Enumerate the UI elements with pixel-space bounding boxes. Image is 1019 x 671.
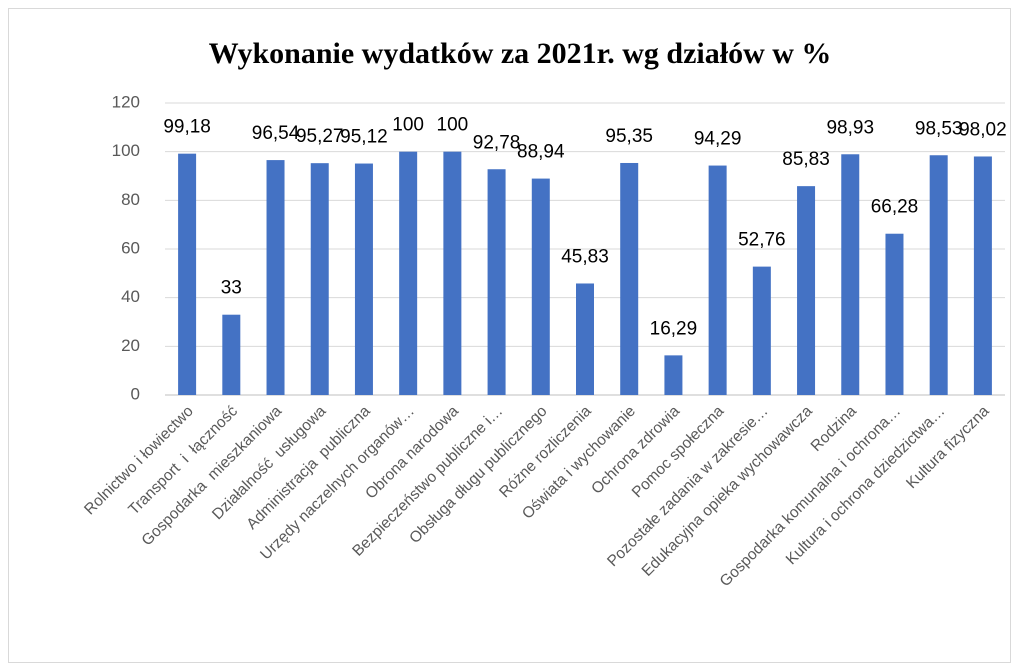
- chart-border: [8, 8, 1011, 663]
- y-tick-label: 120: [112, 92, 140, 111]
- value-label: 88,94: [517, 142, 565, 163]
- bar: [354, 163, 373, 395]
- bar: [399, 151, 418, 395]
- value-label: 92,78: [473, 132, 521, 153]
- value-label: 52,76: [738, 230, 786, 251]
- value-label: 45,83: [561, 246, 609, 267]
- value-label: 95,27: [296, 126, 344, 147]
- bar: [310, 163, 329, 395]
- bar: [973, 156, 992, 395]
- bar: [797, 186, 816, 395]
- bar: [664, 355, 683, 395]
- bar: [929, 155, 948, 395]
- bar: [222, 314, 241, 395]
- bar: [178, 153, 197, 395]
- value-label: 85,83: [782, 149, 830, 170]
- value-label: 98,93: [826, 117, 874, 138]
- y-tick-label: 20: [121, 336, 140, 355]
- value-label: 33: [221, 278, 242, 299]
- value-label: 95,12: [340, 127, 388, 148]
- bar: [531, 178, 550, 395]
- value-label: 100: [437, 115, 469, 136]
- bar: [752, 266, 771, 395]
- chart-title: Wykonanie wydatków za 2021r. wg działów …: [209, 37, 832, 70]
- value-label: 98,53: [915, 118, 963, 139]
- value-label: 96,54: [252, 123, 300, 144]
- bar: [620, 162, 639, 395]
- y-tick-label: 100: [112, 141, 140, 160]
- y-tick-label: 40: [121, 287, 140, 306]
- bar: [576, 283, 594, 395]
- bar: [266, 160, 285, 395]
- y-tick-label: 80: [121, 190, 140, 209]
- value-label: 16,29: [650, 318, 698, 339]
- bar: [885, 233, 904, 395]
- bar: [708, 165, 727, 395]
- bar: [487, 169, 506, 395]
- y-tick-label: 0: [131, 384, 140, 403]
- bar: [841, 154, 860, 395]
- value-label: 100: [392, 115, 424, 136]
- value-label: 66,28: [871, 197, 919, 218]
- value-label: 99,18: [163, 117, 211, 138]
- value-label: 98,02: [959, 120, 1007, 141]
- bar: [443, 151, 462, 395]
- y-tick-label: 60: [121, 238, 140, 257]
- value-label: 94,29: [694, 129, 742, 150]
- value-label: 95,35: [605, 126, 653, 147]
